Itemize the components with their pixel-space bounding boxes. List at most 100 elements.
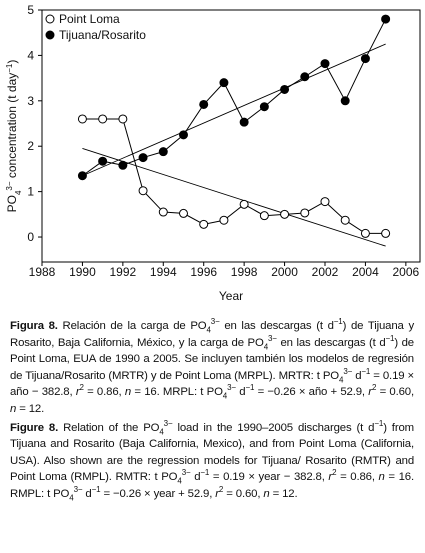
data-point [178,130,188,140]
y-label-part: 4 [14,190,23,195]
data-point [320,59,330,69]
x-tick-label: 2002 [312,265,339,279]
data-point [381,14,391,24]
data-point [381,228,391,238]
caption-text: = −0.26 × year + 52.9, [100,487,216,500]
data-point [118,160,128,170]
series-line [82,18,387,177]
caption-text: = 0.60, [223,487,264,500]
y-label-part: −1 [5,63,14,73]
caption-text: 2 [371,383,377,393]
caption-text: d [235,386,246,399]
data-point [219,78,229,88]
chart: 1988 1990 1992 1994 1996 1998 2000 2002 2004 2006… [5,3,421,303]
caption-text: ) from Tijuana and Rosarito (Baja Califo… [10,421,414,484]
trend-line [82,43,386,177]
data-point [138,153,148,163]
caption-text: 4 [222,391,228,401]
y-tick-label: 4 [27,48,34,62]
y-tick-label: 0 [27,230,34,244]
data-point [158,207,168,217]
caption-text: = −0.26 × año + 52.9, [254,386,369,399]
caption-text: n [10,402,17,415]
x-tick-label: 2006 [392,265,419,279]
y-axis-label: PO43− concentration (t day−1) [5,60,23,213]
caption-text: −1 [361,366,371,376]
caption-text: −1 [333,317,343,327]
x-tick-label: 1994 [150,265,177,279]
caption-text: ) de Tijuana y Rosarito, Baja California… [10,320,414,349]
caption-text: = 12. [16,402,45,415]
caption-text: 2 [79,383,84,393]
x-tick-label: 2000 [271,265,298,279]
data-point [340,215,350,225]
legend-marker [45,14,55,24]
y-tick-label: 1 [27,185,34,199]
caption-text: Relation of the PO [58,421,160,434]
y-tick-label: 5 [27,3,34,17]
caption-text: = 0.86, [83,386,125,399]
caption-text: = 0.19 × año − 382.8, [10,369,415,399]
caption-text: r [75,386,80,399]
caption-text: 3− [227,383,236,393]
x-tick-label: 1988 [29,265,56,279]
data-point [98,156,108,166]
caption-text: r [328,471,333,484]
caption-text: 2 [332,468,337,478]
caption-text: = 0.19 × year − 382.8, [209,471,329,484]
caption-text: 4 [263,341,268,351]
x-tick-label: 1998 [231,265,258,279]
y-tick-label: 3 [27,94,34,108]
caption-text: d [352,369,362,382]
caption-text: n [378,471,385,484]
y-label-part: ) [5,60,19,64]
caption-text: n [124,386,132,399]
caption-text: en las descargas (t d [276,336,386,349]
caption-text: load in the 1990–2005 discharges (t d [172,421,375,434]
data-point [98,114,108,124]
legend-marker [45,30,55,40]
data-point [199,219,209,229]
caption-text: = 16. RMPL: t PO [10,471,414,500]
y-tick-label: 2 [27,139,34,153]
caption: Figura 8. Relación de la carga de PO43− … [10,318,414,418]
data-point [199,99,209,109]
caption-text: −1 [245,383,255,393]
data-point [138,186,148,196]
y-label-part: concentration (t day [5,73,19,182]
data-point [300,208,310,218]
legend-label: Tijuana/Rosarito [59,28,146,42]
caption-text: d [82,487,92,500]
caption-text: = 12. [269,487,298,500]
x-tick-label: 1990 [69,265,96,279]
caption-text: 3− [181,468,191,478]
data-point [239,199,249,209]
data-point [320,197,330,207]
caption-text: ) de Point Loma, EUA de 1990 a 2005. Se … [10,336,414,382]
captions: Figura 8. Relación de la carga de PO43− … [10,318,414,505]
data-point [178,208,188,218]
data-point [118,114,128,124]
caption-text: r [368,386,372,399]
data-point [360,228,370,238]
caption-text: Figure 8. [10,421,59,434]
caption: Figure 8. Relation of the PO43− load in … [10,418,414,503]
data-point [340,96,350,106]
caption-text: n [263,487,270,500]
data-point [259,211,269,221]
x-tick-label: 2004 [352,265,379,279]
caption-text: 4 [69,493,74,503]
series-line [82,118,386,234]
caption-text: d [190,471,201,484]
caption-text: −1 [200,468,210,478]
data-point [259,102,269,112]
caption-text: 3− [268,333,277,343]
caption-text: = 0.60, [376,386,415,399]
data-point [77,171,87,181]
caption-text: 3− [343,366,353,376]
caption-text: −1 [374,418,384,428]
caption-text: 4 [177,476,182,486]
caption-text: = 0.86, [336,471,379,484]
caption-text: 3− [73,485,83,495]
